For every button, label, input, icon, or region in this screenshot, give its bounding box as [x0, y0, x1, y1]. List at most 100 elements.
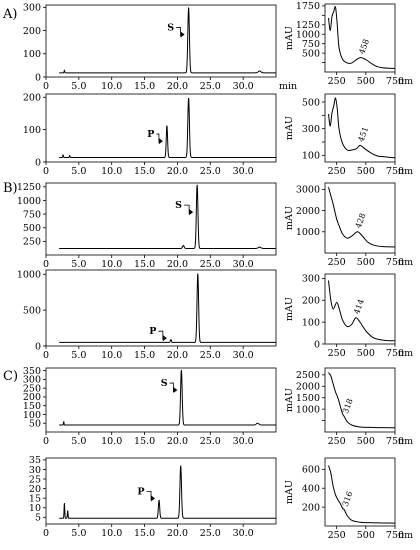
chrom-B1-x-tick-label: 5.0 [71, 259, 86, 270]
chrom-A1-x-unit: min [279, 81, 297, 92]
chrom-C1-x-tick-label: 15.0 [134, 436, 155, 447]
spec-C1-y-tick-label: 2000 [296, 382, 320, 393]
spec-C1-y-tick-label: 1500 [296, 393, 320, 404]
spec-C2-x-tick-label: 250 [328, 530, 346, 541]
chrom-C2-x-tick-label: 30.0 [233, 528, 254, 539]
chrom-C1-x-tick-label: 5.0 [71, 436, 86, 447]
chrom-A2-peak-arrow [156, 133, 160, 144]
spec-B1-y-tick-label: 2000 [296, 206, 320, 217]
chrom-A2-x-tick-label: 0 [43, 166, 49, 177]
spec-B2-peak-annotation: 414 [352, 298, 366, 315]
chrom-C2-trace [59, 465, 276, 519]
spec-C2-y-tick-label: 600 [302, 465, 320, 476]
chrom-A1-trace [59, 7, 276, 74]
chrom-A1-y-tick-label: 100 [23, 49, 41, 60]
spec-C1-x-tick-label: 500 [357, 436, 375, 447]
spec-B1-y-label: mAU [284, 206, 295, 230]
chromatogram-A1: 0 5.0 10.0 15.0 20.0 25.0 30.0 min 0 100 200 300 S [23, 3, 297, 92]
chrom-C1-peak-arrow [169, 382, 174, 393]
spec-C2-y-tick-label: 400 [302, 484, 320, 495]
chrom-C1-x-tick-label: 25.0 [200, 436, 221, 447]
spec-C2-x-tick-label: 500 [357, 530, 375, 541]
chrom-B2-x-tick-label: 25.0 [200, 350, 221, 361]
chromatogram-A2: 0 5.0 10.0 15.0 20.0 25.0 30.0 0 100 200 P [23, 93, 277, 177]
spec-B2-frame [324, 273, 396, 345]
spec-A2-frame [324, 93, 396, 163]
spec-A1-x-tick-label: 250 [328, 76, 346, 87]
chrom-B1-y-tick-label: 1250 [17, 182, 41, 193]
chrom-C2-x-tick-label: 10.0 [101, 528, 122, 539]
chromatogram-C1: 0 5.0 10.0 15.0 20.0 25.0 30.0 5010015020025030… [23, 366, 277, 447]
spec-C1-x-unit: nm [398, 436, 413, 447]
spec-B2-y-tick-label: 100 [302, 317, 320, 328]
chrom-C2-x-tick-label: 25.0 [200, 528, 221, 539]
spec-C1-y-label: mAU [284, 388, 295, 412]
spec-B2-x-tick-label: 750 [386, 348, 404, 359]
chrom-C1-y-tick-label: 300 [23, 375, 41, 386]
chrom-C2-y-tick-label: 15 [29, 493, 41, 504]
chrom-C1-peak-label: S [161, 378, 168, 389]
chrom-B2-x-tick-label: 30.0 [233, 350, 254, 361]
chrom-A1-x-tick-label: 20.0 [167, 81, 188, 92]
chrom-C1-y-tick-label: 150 [23, 401, 41, 412]
chrom-B1-y-tick-label: 750 [23, 209, 41, 220]
chrom-B2-frame [45, 269, 277, 347]
chrom-C1-x-tick-label: 20.0 [167, 436, 188, 447]
spec-C2-x-unit: nm [398, 530, 413, 541]
spec-B1-y-tick-label: 3000 [296, 185, 320, 196]
chrom-B1-x-tick-label: 25.0 [200, 259, 221, 270]
chrom-C1-x-tick-label: 0 [43, 436, 49, 447]
spec-B1-frame [324, 182, 396, 254]
chromatogram-B2: 0 5.0 10.0 15.0 20.0 25.0 30.0 0 500 1000 P [17, 269, 277, 361]
chrom-B2-y-tick-label: 500 [23, 305, 41, 316]
chrom-A2-x-tick-label: 25.0 [200, 166, 221, 177]
chrom-C2-y-tick-label: 5 [35, 513, 41, 524]
chrom-C1-peak-arrowhead [173, 387, 178, 394]
chrom-C2-peak-arrowhead [151, 495, 156, 502]
spec-A2-x-unit: nm [398, 166, 413, 177]
spec-A2-y-tick-label: 500 [302, 97, 320, 108]
spec-A2-x-tick-label: 250 [328, 166, 346, 177]
spec-C1-x-tick-label: 750 [386, 436, 404, 447]
chrom-C2-y-tick-label: 20 [29, 484, 41, 495]
spec-C1-y-tick-label: 1000 [296, 404, 320, 415]
chrom-B2-y-tick-label: 0 [35, 341, 41, 352]
spec-C1-trace [328, 372, 396, 429]
spec-C1-frame [324, 367, 396, 433]
spec-A2-y-tick-label: 300 [302, 124, 320, 135]
chrom-C2-y-tick-label: 30 [29, 465, 41, 476]
chrom-A2-trace [59, 97, 276, 158]
chrom-A1-y-tick-label: 0 [35, 72, 41, 83]
chrom-C2-y-tick-label: 10 [29, 503, 41, 514]
spec-C1-peak-annotation: 318 [341, 397, 355, 414]
spec-B2-x-unit: nm [398, 348, 413, 359]
chrom-C2-x-tick-label: 20.0 [167, 528, 188, 539]
chrom-C1-y-tick-label: 50 [29, 419, 41, 430]
chrom-A2-x-tick-label: 10.0 [101, 166, 122, 177]
spec-A1-y-label: mAU [284, 26, 295, 50]
chrom-A1-x-tick-label: 30.0 [233, 81, 254, 92]
spec-A1-x-unit: nm [398, 76, 413, 87]
spec-C1-y-tick-label: 2500 [296, 370, 320, 381]
chrom-A2-x-tick-label: 15.0 [134, 166, 155, 177]
chrom-C2-x-tick-label: 0 [43, 528, 49, 539]
chrom-A1-x-tick-label: 25.0 [200, 81, 221, 92]
spec-B2-y-tick-label: 300 [302, 274, 320, 285]
chrom-B2-x-tick-label: 0 [43, 350, 49, 361]
spec-A1-peak-annotation: 458 [357, 38, 371, 55]
chrom-C1-y-tick-label: 250 [23, 383, 41, 394]
chrom-A2-peak-label: P [147, 129, 154, 140]
spec-B1-x-tick-label: 500 [357, 257, 375, 268]
spec-C2-peak-annotation: 316 [341, 490, 355, 507]
spec-B1-x-tick-label: 750 [386, 257, 404, 268]
chrom-B1-x-tick-label: 30.0 [233, 259, 254, 270]
chrom-B2-x-tick-label: 20.0 [167, 350, 188, 361]
spec-A1-y-tick-label: 1000 [296, 30, 320, 41]
chrom-A2-y-tick-label: 200 [23, 93, 41, 104]
